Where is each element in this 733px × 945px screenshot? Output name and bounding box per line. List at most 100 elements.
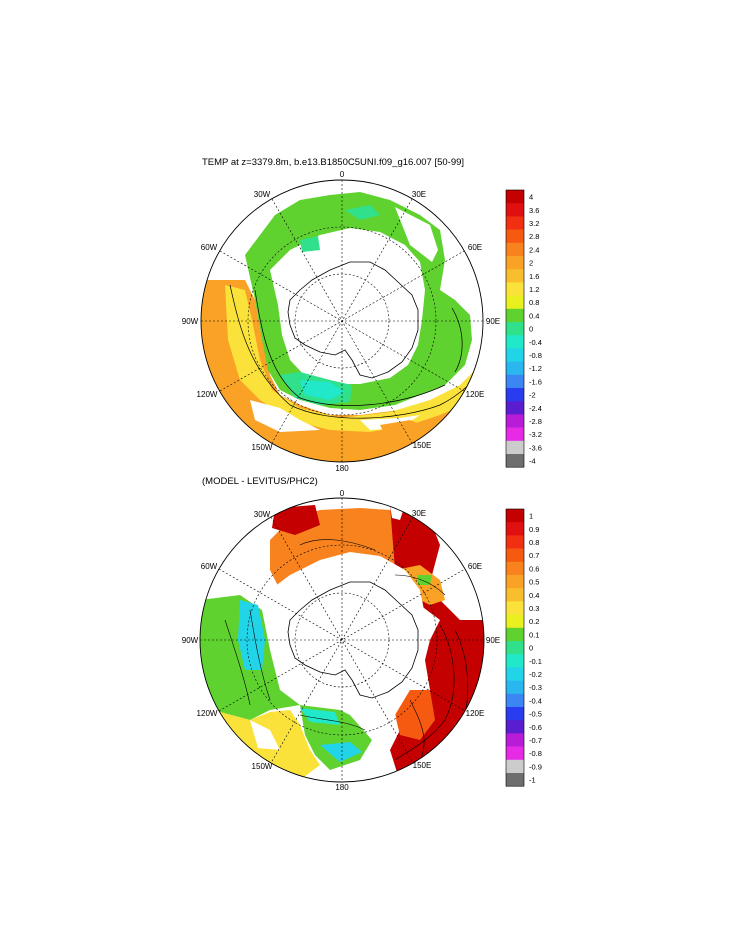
panel2-lon-60e: 60E: [468, 562, 482, 571]
colorbar-swatch: [506, 361, 524, 376]
colorbar-label: 3.2: [529, 219, 539, 228]
colorbar-swatch: [506, 614, 524, 629]
colorbar-swatch: [506, 229, 524, 244]
panel1-colorbar: 4 3.6 3.2 2.8 2.4 2 1.6 1.2 0.8 0.4 0 -0.4 -0.8 -1.2 -…: [505, 189, 542, 468]
colorbar-swatch: [506, 693, 524, 708]
colorbar-swatch: [506, 733, 524, 747]
colorbar-swatch: [506, 203, 524, 217]
panel2-map: [199, 497, 485, 783]
panel1-lon-30w: 30W: [254, 190, 271, 199]
panel1-lon-90e: 90E: [486, 317, 500, 326]
colorbar-label: 0.2: [529, 617, 539, 626]
panel1-map: [200, 179, 484, 463]
colorbar-swatch: [506, 759, 524, 774]
colorbar-label: -2.4: [529, 404, 542, 413]
panel1-lon-90w: 90W: [182, 317, 199, 326]
panel1-lon-120e: 120E: [466, 390, 485, 399]
colorbar-swatch: [506, 322, 524, 336]
colorbar-swatch: [506, 242, 524, 257]
colorbar-swatch: [506, 388, 524, 402]
panel2-title: (MODEL - LEVITUS/PHC2): [202, 476, 318, 487]
panel2-lon-120e: 120E: [466, 709, 485, 718]
colorbar-swatch: [506, 588, 524, 602]
colorbar-swatch: [506, 680, 524, 695]
panel1-lon-30e: 30E: [412, 190, 426, 199]
colorbar-swatch: [506, 667, 524, 681]
colorbar-label: 2.8: [529, 232, 539, 241]
colorbar-label: 4: [529, 193, 533, 202]
colorbar-swatch: [506, 707, 524, 721]
colorbar-swatch: [506, 401, 524, 415]
panel2-lon-90e: 90E: [486, 636, 500, 645]
colorbar-label: 3.6: [529, 206, 539, 215]
colorbar-swatch: [506, 282, 524, 296]
colorbar-label: 1.2: [529, 285, 539, 294]
colorbar-label: -2: [529, 391, 536, 400]
colorbar-frame: [505, 189, 525, 468]
colorbar-swatch: [506, 374, 524, 389]
colorbar-label: -3.6: [529, 443, 542, 452]
colorbar-label: 0.4: [529, 591, 539, 600]
colorbar-swatch: [506, 348, 524, 362]
colorbar-swatch: [506, 216, 524, 230]
colorbar-label: 0.7: [529, 551, 539, 560]
colorbar-label: -0.8: [529, 749, 542, 758]
colorbar-label: -1.6: [529, 377, 542, 386]
colorbar-swatch: [506, 454, 524, 468]
panel1-lon-150e: 150E: [413, 441, 432, 450]
panel2-lon-30w: 30W: [254, 510, 271, 519]
colorbar-label: 0: [529, 644, 533, 653]
panel1-title: TEMP at z=3379.8m, b.e13.B1850C5UNI.f09_…: [202, 157, 464, 168]
panel2-lon-180: 180: [335, 783, 349, 792]
colorbar-swatch: [506, 269, 524, 283]
colorbar-frame: [505, 508, 525, 787]
colorbar-swatch: [506, 601, 524, 615]
colorbar-label: -0.3: [529, 683, 542, 692]
colorbar-swatch: [506, 440, 524, 455]
colorbar-label: -1.2: [529, 364, 542, 373]
colorbar-swatch: [506, 746, 524, 761]
colorbar-swatch: [506, 414, 524, 428]
panel1-lon-180: 180: [335, 464, 349, 473]
colorbar-swatch: [506, 575, 524, 589]
colorbar-swatch: [506, 561, 524, 576]
panel1-lon-150w: 150W: [252, 443, 273, 452]
colorbar-label: -0.5: [529, 710, 542, 719]
panel2-colorbar: 1 0.9 0.8 0.7 0.6 0.5 0.4 0.3 0.2 0.1 0 -0.1 -0.2 -0.…: [505, 508, 542, 787]
colorbar-swatch: [506, 548, 524, 563]
colorbar-label: -1: [529, 776, 536, 785]
colorbar-label: 1: [529, 512, 533, 521]
colorbar-swatch: [506, 720, 524, 734]
colorbar-swatch: [506, 535, 524, 549]
panel1-lon-120w: 120W: [197, 390, 218, 399]
colorbar-label: 0.9: [529, 525, 539, 534]
colorbar-label: -0.2: [529, 670, 542, 679]
colorbar-swatch: [506, 427, 524, 442]
colorbar-label: 2.4: [529, 245, 539, 254]
panel1-lon-60w: 60W: [201, 243, 218, 252]
colorbar-swatch: [506, 641, 524, 655]
colorbar-swatch: [506, 522, 524, 536]
panel1-lon-0: 0: [340, 170, 345, 179]
panel2-lon-150e: 150E: [413, 761, 432, 770]
colorbar-label: 0: [529, 325, 533, 334]
colorbar-swatch: [506, 335, 524, 349]
colorbar-swatch: [506, 773, 524, 787]
colorbar-label: -0.9: [529, 762, 542, 771]
colorbar-label: 2: [529, 259, 533, 268]
colorbar-label: -0.7: [529, 736, 542, 745]
colorbar-label: -0.4: [529, 696, 542, 705]
colorbar-swatch: [506, 627, 524, 642]
colorbar-label: 0.1: [529, 630, 539, 639]
colorbar-label: 0.6: [529, 564, 539, 573]
panel2-lon-60w: 60W: [201, 562, 218, 571]
colorbar-swatch: [506, 654, 524, 668]
colorbar-swatch: [506, 509, 524, 523]
colorbar-label: -2.8: [529, 417, 542, 426]
panel2-lon-150w: 150W: [252, 762, 273, 771]
colorbar-swatch: [506, 308, 524, 323]
colorbar-label: -0.6: [529, 723, 542, 732]
colorbar-swatch: [506, 256, 524, 270]
colorbar-label: 0.8: [529, 538, 539, 547]
colorbar-label: 0.3: [529, 604, 539, 613]
